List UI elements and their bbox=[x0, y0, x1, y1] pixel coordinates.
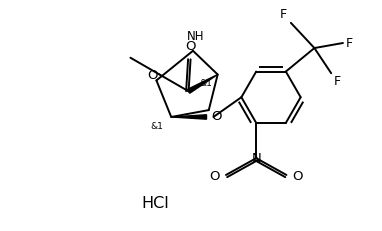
Text: O: O bbox=[292, 170, 303, 183]
Text: F: F bbox=[280, 8, 287, 21]
Polygon shape bbox=[188, 75, 218, 93]
Text: HCl: HCl bbox=[142, 196, 169, 211]
Text: F: F bbox=[334, 75, 341, 88]
Text: O: O bbox=[212, 110, 222, 124]
Text: N: N bbox=[251, 152, 261, 165]
Text: O: O bbox=[147, 69, 157, 82]
Text: F: F bbox=[346, 36, 353, 49]
Text: O: O bbox=[210, 170, 220, 183]
Polygon shape bbox=[171, 115, 207, 119]
Text: NH: NH bbox=[187, 30, 205, 43]
Text: &1: &1 bbox=[151, 122, 163, 131]
Text: &1: &1 bbox=[199, 79, 212, 88]
Text: O: O bbox=[185, 40, 196, 53]
